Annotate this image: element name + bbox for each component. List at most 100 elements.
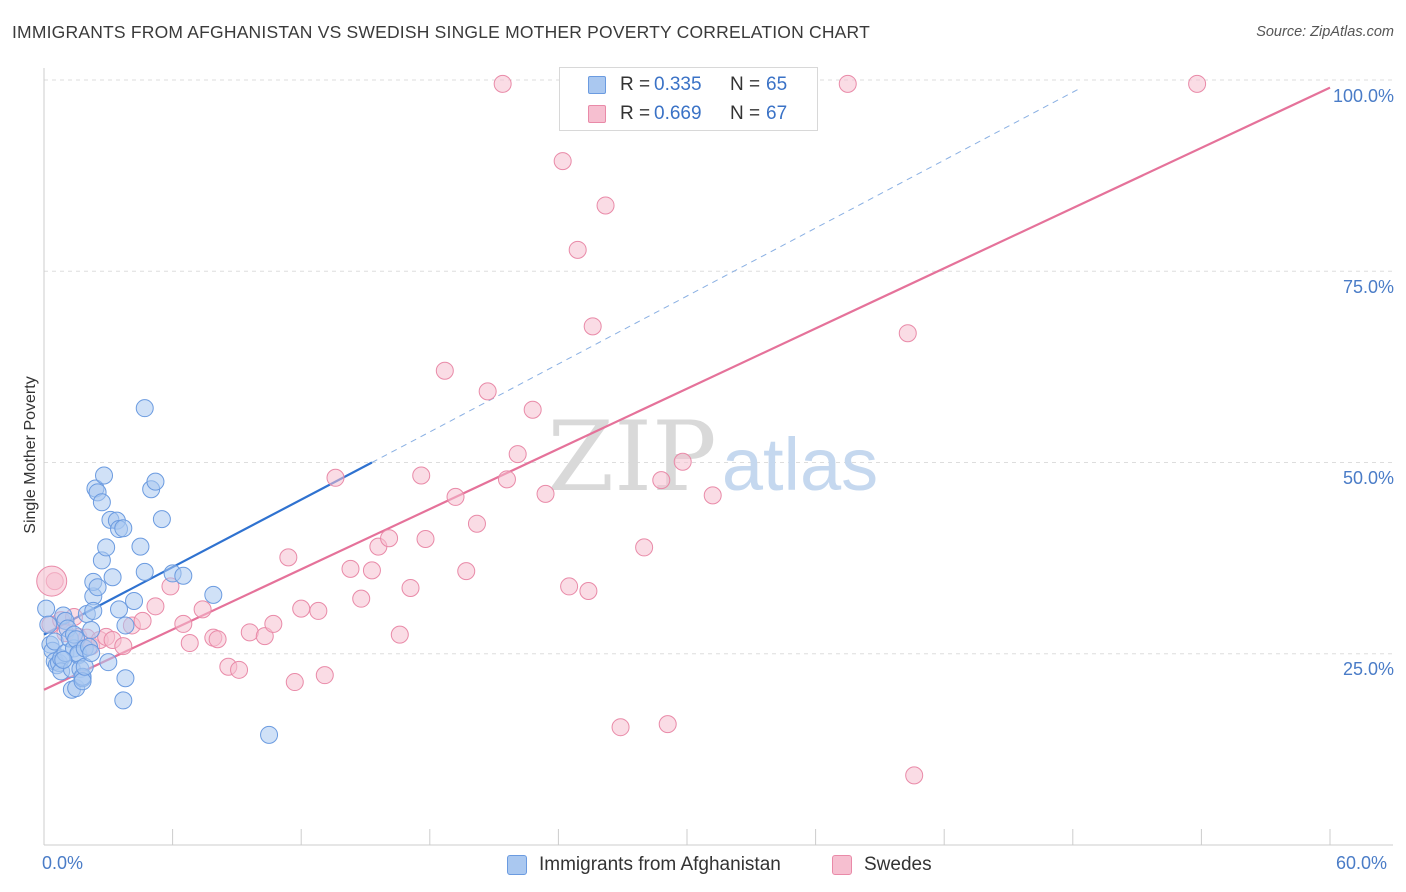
swede-point [133, 611, 152, 630]
data-points [36, 74, 1207, 785]
swede-point [898, 324, 917, 343]
legend-row-afghanistan: R = 0.335 N = 65 [560, 70, 817, 100]
swede-point [583, 317, 602, 336]
swede-point [208, 630, 227, 649]
swede-point [352, 589, 371, 608]
axes [43, 68, 1393, 846]
afghan-point [97, 538, 116, 557]
swede-point [193, 600, 212, 619]
afghan-point [260, 725, 279, 744]
swede-point [560, 577, 579, 596]
swede-point [635, 538, 654, 557]
swede-point [457, 562, 476, 581]
swede-point [416, 530, 435, 548]
afghan-point [39, 615, 58, 634]
swede-point [341, 559, 360, 578]
y-tick-25: 25.0% [1342, 659, 1394, 679]
afghan-point [204, 585, 223, 604]
swede-point [497, 470, 516, 489]
x-tick-60: 60.0% [1336, 853, 1388, 873]
y-tick-100: 100.0% [1332, 86, 1394, 106]
swede-point [703, 486, 722, 505]
afghan-point [82, 643, 101, 662]
afghan-point [114, 519, 133, 538]
y-tick-75: 75.0% [1342, 277, 1394, 297]
swede-point [114, 637, 133, 656]
afghan-point [84, 601, 103, 620]
legend-r-value: 0.335 [654, 74, 702, 95]
swede-point [401, 578, 420, 597]
afghan-point [146, 472, 165, 491]
swede-point [536, 484, 555, 503]
legend-n-label: N = [730, 103, 761, 124]
legend-swatch-pink [588, 105, 606, 123]
swede-point [315, 666, 334, 685]
afghan-point [135, 562, 154, 581]
swede-point [905, 766, 924, 785]
swede-point [255, 627, 274, 646]
legend-n-value: 65 [766, 74, 788, 95]
afghan-point [110, 600, 129, 619]
swede-point [508, 445, 527, 464]
afghan-point [152, 510, 171, 529]
swede-point [568, 240, 587, 259]
swede-point [285, 673, 304, 692]
swede-point [412, 466, 431, 485]
swede-point [553, 152, 572, 171]
swede-point [36, 565, 68, 597]
legend-swatch-blue [588, 76, 606, 94]
swede-trend-line [43, 86, 1331, 691]
afghan-point [114, 691, 133, 710]
afghan-point [95, 466, 114, 485]
swede-point [1188, 74, 1207, 93]
swede-point [523, 400, 542, 419]
afghan-point [37, 599, 56, 618]
watermark-atlas: atlas [722, 423, 878, 506]
afghan-point [92, 493, 111, 512]
legend-r-value: 0.669 [654, 103, 702, 124]
swede-point [478, 382, 497, 401]
source-label: Source: ZipAtlas.com [1256, 24, 1394, 40]
afghan-point [116, 669, 135, 688]
afghan-point [174, 566, 193, 585]
swede-point [380, 529, 399, 548]
legend-swatch-pink [832, 855, 852, 875]
swede-point [180, 634, 199, 653]
legend-r-label: R = [620, 74, 651, 95]
swede-point [174, 614, 193, 633]
x-tick-0: 0.0% [42, 853, 84, 873]
afghan-point [125, 591, 144, 610]
swede-point [292, 599, 311, 618]
swede-point [390, 625, 409, 644]
afghan-point [99, 653, 118, 672]
legend-row-swedes: R = 0.669 N = 67 [560, 99, 817, 129]
legend-label: Immigrants from Afghanistan [539, 854, 781, 875]
series-legend: Immigrants from Afghanistan Swedes [0, 850, 1406, 880]
swede-point [467, 514, 486, 533]
swede-point [279, 548, 298, 567]
afghan-point [135, 399, 154, 418]
y-axis-label: Single Mother Poverty [22, 376, 39, 534]
legend-swatch-blue [507, 855, 527, 875]
swede-point [493, 74, 512, 93]
afghan-point [116, 616, 135, 635]
afghan-point [82, 621, 101, 640]
swede-point [146, 597, 165, 616]
legend-n-value: 67 [766, 103, 788, 124]
swede-point [264, 614, 283, 633]
swede-point [579, 582, 598, 601]
grid-lines [44, 79, 1393, 655]
swede-point [596, 196, 615, 215]
legend-r-label: R = [620, 103, 651, 124]
correlation-legend: R = 0.335 N = 65 R = 0.669 N = 67 [559, 67, 818, 131]
watermark-zip: ZIP [547, 401, 716, 513]
trend-lines [43, 86, 1331, 691]
swede-point [838, 74, 857, 93]
swede-point [309, 601, 328, 620]
afghan-point [54, 650, 73, 669]
swede-point [362, 561, 381, 580]
legend-label: Swedes [864, 854, 932, 875]
afghan-point [88, 578, 107, 597]
swede-point [326, 468, 345, 487]
